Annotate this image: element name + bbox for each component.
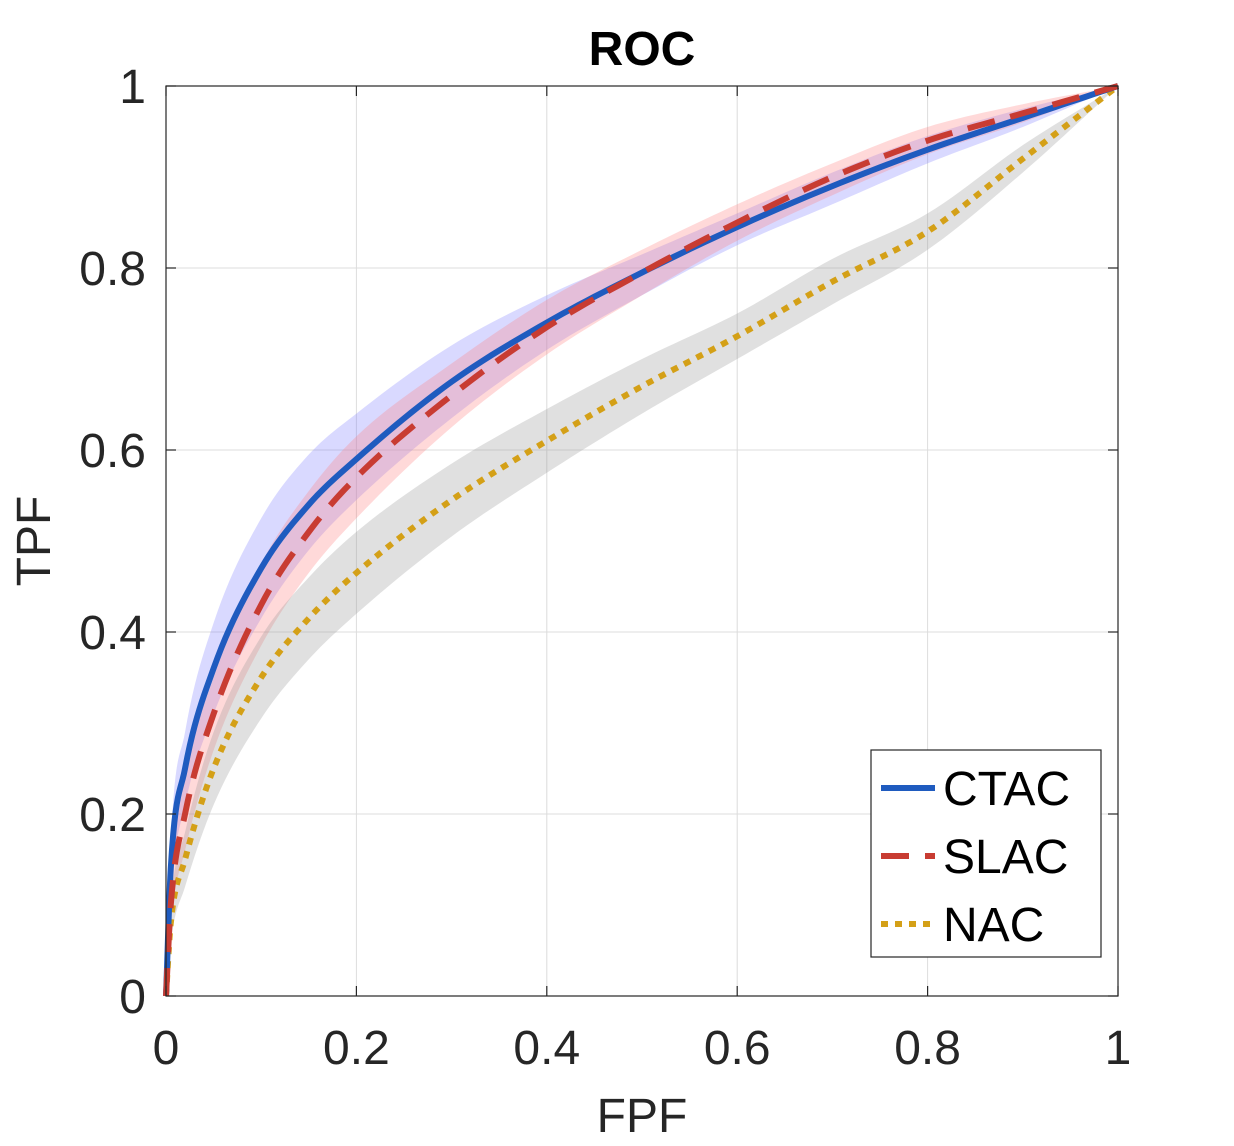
plot-frame [165, 85, 1119, 997]
y-tick-label: 0 [119, 971, 146, 1024]
x-tick-label: 0.4 [513, 1022, 580, 1075]
x-axis-label: FPF [597, 1090, 688, 1143]
legend-label-ctac: CTAC [943, 763, 1070, 816]
axis-ticks: 0 0.2 0.4 0.6 0.8 1 0 0.2 0.4 0.6 0.8 1 [79, 61, 1131, 1075]
legend-label-slac: SLAC [943, 831, 1068, 884]
curve-ctac [163, 83, 1119, 997]
legend-label-nac: NAC [943, 899, 1044, 952]
legend: CTAC SLAC NAC [870, 749, 1102, 958]
curve-nac [163, 83, 1120, 997]
confidence-bands [166, 86, 1118, 996]
band-ctac [166, 86, 1118, 996]
roc-curves [163, 83, 1120, 997]
x-tick-label: 0.6 [704, 1022, 771, 1075]
y-tick-label: 0.8 [79, 243, 146, 296]
band-slac [166, 86, 1118, 996]
x-tick-label: 1 [1105, 1022, 1132, 1075]
curve-slac [163, 83, 1119, 997]
y-tick-label: 1 [119, 61, 146, 114]
y-axis-label: TPF [8, 496, 61, 587]
x-tick-label: 0 [153, 1022, 180, 1075]
y-tick-label: 0.4 [79, 607, 146, 660]
grid-lines [166, 86, 1118, 996]
x-tick-label: 0.2 [323, 1022, 390, 1075]
chart-title: ROC [589, 23, 696, 76]
band-nac [166, 86, 1118, 996]
x-tick-label: 0.8 [894, 1022, 961, 1075]
y-tick-label: 0.2 [79, 789, 146, 842]
y-tick-label: 0.6 [79, 425, 146, 478]
